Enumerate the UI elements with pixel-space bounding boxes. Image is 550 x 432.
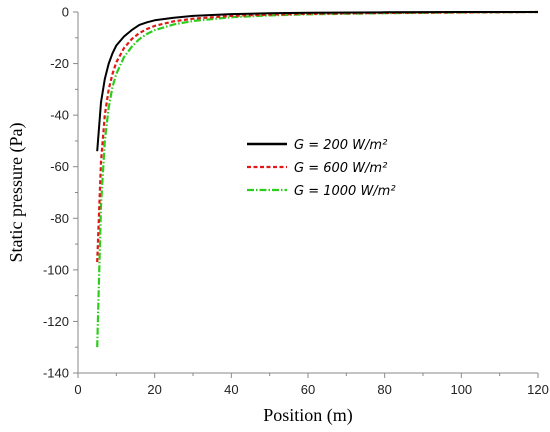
y-tick-label: -120 (43, 314, 69, 329)
legend-label: G = 600 W/m² (294, 161, 387, 176)
x-tick-label: 0 (74, 382, 81, 397)
y-tick-label: 0 (62, 5, 69, 20)
y-tick-label: -20 (50, 56, 69, 71)
x-tick-label: 20 (147, 382, 161, 397)
y-tick-label: -100 (43, 262, 69, 277)
legend-label: G = 200 W/m² (294, 138, 387, 153)
y-axis-title: Static pressure (Pa) (6, 123, 27, 263)
y-tick-label: -140 (43, 366, 69, 381)
x-tick-label: 40 (224, 382, 238, 397)
x-tick-label: 60 (301, 382, 315, 397)
x-axis-ticks: 0 20 40 60 80 100 120 (74, 373, 549, 397)
legend: G = 200 W/m² G = 600 W/m² G = 1000 W/m² (247, 138, 396, 199)
y-tick-label: -40 (50, 108, 69, 123)
x-tick-label: 100 (450, 382, 472, 397)
y-axis-ticks: 0 -20 -40 -60 -80 -100 -120 -140 (43, 5, 78, 381)
series-layer (96, 10, 539, 348)
series-line (96, 11, 538, 152)
x-tick-label: 120 (527, 382, 549, 397)
y-tick-label: -80 (50, 211, 69, 226)
x-tick-label: 80 (377, 382, 391, 397)
series-line (96, 10, 539, 348)
x-axis-title: Position (m) (263, 405, 353, 426)
legend-label: G = 1000 W/m² (294, 184, 396, 199)
y-tick-label: -60 (50, 159, 69, 174)
